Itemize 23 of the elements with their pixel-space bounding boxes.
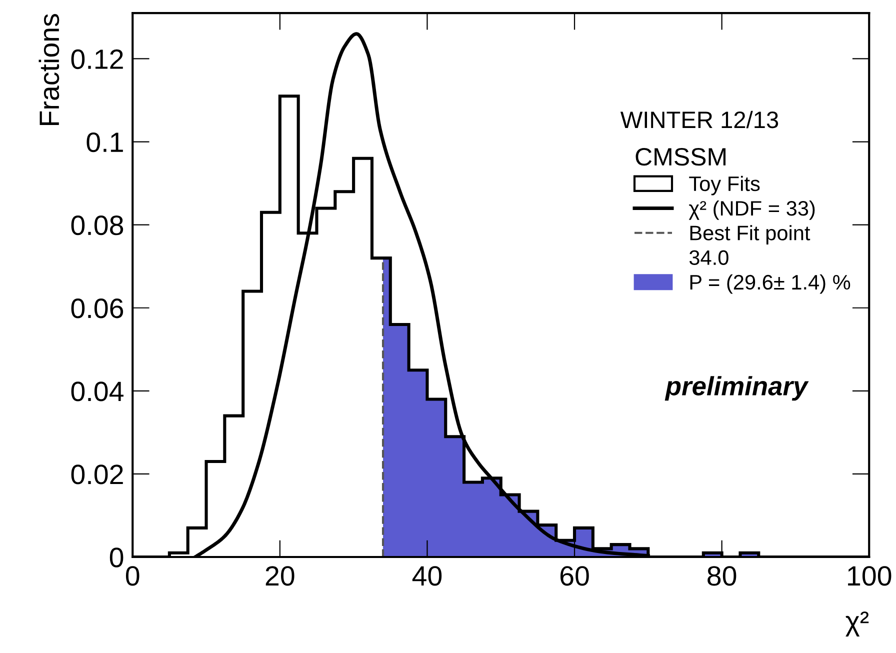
- x-axis-title: χ²: [846, 612, 869, 637]
- y-tick-label: 0.02: [71, 464, 123, 484]
- y-tick-label: 0: [110, 548, 124, 568]
- y-tick-label: 0.06: [71, 298, 124, 318]
- x-tick-label: 80: [708, 566, 736, 586]
- annotation: WINTER 12/13: [620, 110, 778, 128]
- legend-label: P = (29.6± 1.4) %: [690, 274, 850, 294]
- legend-label: Toy Fits: [689, 176, 760, 196]
- annotation: preliminary: [664, 376, 809, 401]
- legend-title: CMSSM: [636, 148, 726, 166]
- x-tick-label: 40: [412, 566, 442, 586]
- annotation: 34.0: [689, 250, 728, 266]
- legend-label: Best Fit point: [690, 225, 810, 245]
- x-tick-label: 20: [266, 566, 294, 586]
- y-axis-title: Fractions: [38, 14, 60, 126]
- x-tick-label: 100: [848, 566, 892, 586]
- y-tick-label: 0.08: [71, 215, 124, 236]
- legend-label: χ² (NDF = 33): [688, 200, 815, 220]
- y-tick-label: 0.1: [86, 132, 123, 152]
- x-tick-label: 0: [126, 566, 140, 586]
- y-tick-label: 0.12: [71, 49, 123, 70]
- y-tick-label: 0.04: [71, 382, 124, 402]
- x-tick-label: 60: [560, 566, 589, 586]
